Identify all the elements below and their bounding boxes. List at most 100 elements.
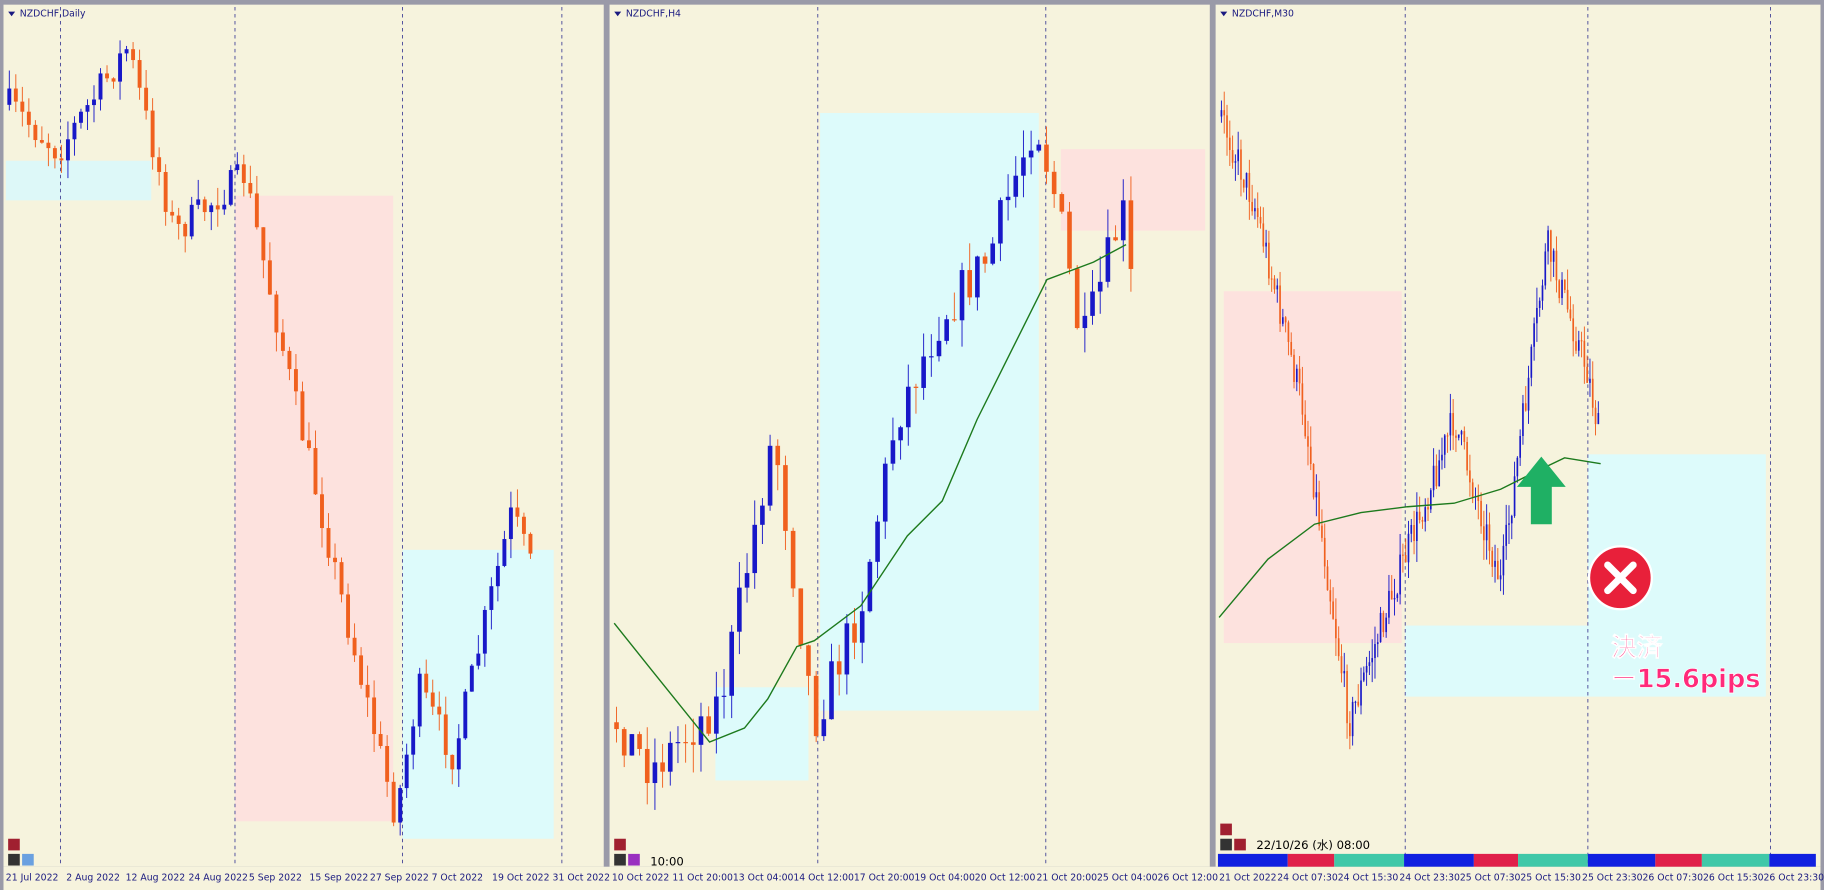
candle-body	[1362, 672, 1365, 681]
candle-body	[1265, 242, 1267, 247]
candle-body	[52, 148, 57, 159]
candle-body	[913, 386, 919, 388]
candle-body	[1494, 560, 1496, 567]
candle-body	[1466, 441, 1468, 471]
x-axis-label: 17 Oct 20:00	[854, 873, 915, 884]
candle-body	[936, 340, 942, 357]
candle-body	[1589, 378, 1591, 383]
candle-body	[1399, 554, 1401, 595]
candle-body	[1295, 368, 1298, 382]
candle-body	[1262, 223, 1265, 247]
candle-body	[1036, 144, 1042, 151]
candle-body	[1254, 208, 1256, 212]
candle-body	[1485, 524, 1488, 541]
candle-body	[1522, 403, 1524, 437]
candle-body	[813, 675, 819, 737]
candle-body	[967, 270, 973, 298]
candle-body	[614, 722, 619, 730]
x-axis-label: 25 Oct 15:30	[1520, 873, 1581, 884]
candle-body	[1541, 285, 1544, 301]
candle-body	[714, 696, 719, 734]
candle-body	[1533, 323, 1535, 347]
candle-body	[430, 692, 435, 707]
zone	[234, 195, 394, 822]
candle-body	[1268, 242, 1270, 279]
candle-body	[196, 199, 201, 205]
candle-body	[675, 742, 681, 744]
candle-body	[1067, 211, 1072, 269]
x-axis-label: 21 Oct 20:00	[1036, 873, 1097, 884]
candle-body	[1354, 701, 1357, 703]
candle-body	[365, 684, 370, 698]
candle-body	[7, 88, 12, 105]
candle-body	[775, 445, 781, 466]
candle-body	[346, 594, 351, 638]
candle-body	[844, 623, 850, 675]
candle-body	[202, 199, 207, 213]
candle-body	[875, 521, 880, 562]
candle-body	[1575, 341, 1577, 351]
candle-body	[267, 260, 272, 295]
candle-body	[1594, 407, 1597, 425]
candle-body	[1051, 171, 1057, 195]
x-axis-label: 2 Aug 2022	[66, 873, 120, 884]
buy-arrow	[1516, 456, 1566, 525]
candle-body	[1293, 354, 1295, 382]
candle-body	[1231, 150, 1234, 163]
candle-body	[1323, 537, 1326, 567]
x-axis-label: 11 Oct 20:00	[672, 873, 733, 884]
candle-body	[706, 716, 711, 734]
candle-body	[1505, 524, 1508, 546]
candle-body	[502, 539, 507, 566]
x-axis-label: 19 Oct 2022	[492, 873, 549, 884]
x-axis-label: 24 Oct 07:30	[1277, 873, 1338, 884]
candle-body	[333, 557, 337, 563]
candle-body	[1059, 194, 1065, 212]
candle-body	[1346, 670, 1348, 724]
candle-body	[320, 494, 324, 529]
candle-body	[1220, 110, 1223, 117]
candle-body	[1287, 322, 1290, 342]
candle-body	[261, 227, 266, 261]
candle-body	[1538, 300, 1541, 308]
x-axis-label: 27 Sep 2022	[370, 873, 429, 884]
candle-body	[1326, 566, 1329, 591]
candle-body	[1368, 662, 1371, 666]
toolbar-icons	[8, 823, 1246, 866]
candle-body	[118, 53, 123, 82]
candle-body	[359, 655, 364, 685]
candle-body	[1349, 723, 1351, 737]
panel-title: NZDCHF,M30	[1232, 8, 1294, 19]
candle-body	[163, 172, 168, 212]
candle-body	[1318, 492, 1320, 526]
candle-body	[1385, 617, 1387, 633]
candle-body	[1508, 523, 1510, 525]
candle-body	[391, 781, 396, 823]
zone	[402, 549, 554, 839]
candle-body	[1028, 150, 1034, 158]
candle-body	[1591, 378, 1594, 408]
candle-body	[1471, 482, 1474, 498]
candle-body	[1376, 642, 1379, 645]
candle-body	[1552, 250, 1555, 262]
candle-body	[1544, 251, 1547, 286]
candle-body	[20, 101, 25, 112]
candle-body	[1298, 368, 1301, 384]
candle-body	[1524, 403, 1527, 411]
x-axis-label: 26 Oct 07:30	[1643, 873, 1704, 884]
x-axis-label: 25 Oct 23:30	[1582, 873, 1643, 884]
candle-body	[1513, 476, 1516, 516]
candle-body	[150, 110, 155, 158]
candle-body	[1270, 278, 1273, 280]
candle-body	[1120, 200, 1126, 241]
x-axis-label: 20 Oct 12:00	[975, 873, 1036, 884]
candle-body	[1013, 175, 1019, 197]
candle-body	[137, 60, 142, 88]
candle-body	[385, 746, 390, 782]
candle-body	[821, 719, 827, 737]
candle-body	[307, 440, 311, 449]
candle-body	[339, 562, 344, 595]
x-axis-label: 19 Oct 04:00	[914, 873, 975, 884]
candle-body	[898, 427, 903, 441]
